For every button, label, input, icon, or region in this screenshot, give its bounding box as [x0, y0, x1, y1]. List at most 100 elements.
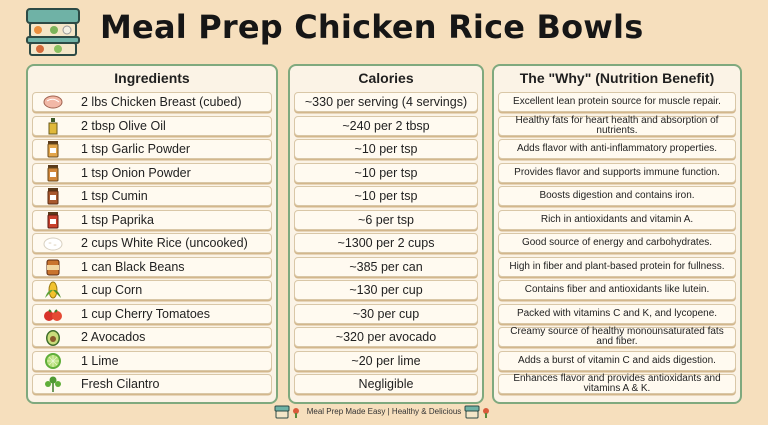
ingredients-panel: Ingredients 2 lbs Chicken Breast (cubed)…: [26, 64, 278, 404]
white-rice-icon: [39, 234, 67, 252]
black-beans-can-icon: [39, 258, 67, 276]
calories-row: ~10 per tsp: [294, 186, 478, 206]
ingredient-label: 2 cups White Rice (uncooked): [81, 236, 248, 250]
ingredient-row: 1 can Black Beans: [32, 256, 272, 277]
ingredient-label: 1 tsp Paprika: [81, 212, 154, 227]
calories-value: ~30 per cup: [352, 306, 420, 321]
ingredient-row: 1 tsp Paprika: [32, 209, 272, 230]
calories-panel: Calories ~330 per serving (4 servings) ~2…: [288, 64, 484, 404]
ingredient-label: 1 can Black Beans: [81, 259, 185, 274]
corn-icon: [39, 281, 67, 299]
ingredient-label: 1 cup Cherry Tomatoes: [81, 306, 210, 321]
ingredient-row: 1 tsp Onion Powder: [32, 162, 272, 183]
benefit-row: Good source of energy and carbohydrates.: [498, 233, 736, 253]
meal-prep-containers-icon: [464, 405, 494, 419]
ingredient-row: 1 tsp Cumin: [32, 186, 272, 206]
ingredient-label: 1 tsp Cumin: [81, 189, 148, 203]
ingredient-label: 2 lbs Chicken Breast (cubed): [81, 95, 242, 109]
ingredient-row: 1 tsp Garlic Powder: [32, 139, 272, 159]
why-panel: The "Why" (Nutrition Benefit) Excellent …: [492, 64, 742, 404]
calories-row: ~20 per lime: [294, 350, 478, 371]
benefit-text: Rich in antioxidants and vitamin A.: [540, 213, 694, 225]
calories-value: ~10 per tsp: [354, 189, 418, 203]
calories-row: ~130 per cup: [294, 280, 478, 300]
calories-list: ~330 per serving (4 servings) ~240 per 2 …: [294, 92, 478, 394]
why-heading: The "Why" (Nutrition Benefit): [519, 70, 715, 86]
benefit-row: High in fiber and plant-based protein fo…: [498, 256, 736, 277]
ingredient-row: 1 cup Corn: [32, 280, 272, 300]
ingredient-label: 1 Lime: [81, 353, 119, 368]
cumin-jar-icon: [39, 187, 67, 205]
lime-icon: [39, 352, 67, 370]
calories-value: ~20 per lime: [351, 353, 421, 368]
calories-heading: Calories: [358, 70, 414, 86]
benefit-row: Provides flavor and supports immune func…: [498, 162, 736, 183]
benefits-list: Excellent lean protein source for muscle…: [498, 92, 736, 394]
calories-row: ~30 per cup: [294, 303, 478, 324]
calories-value: ~10 per tsp: [354, 165, 418, 180]
ingredient-row: 2 tbsp Olive Oil: [32, 115, 272, 136]
benefit-text: Contains fiber and antioxidants like lut…: [524, 284, 710, 295]
ingredient-row: Fresh Cilantro: [32, 374, 272, 394]
ingredient-label: 1 cup Corn: [81, 283, 143, 297]
calories-value: ~330 per serving (4 servings): [304, 95, 468, 109]
footer: Meal Prep Made Easy | Healthy & Deliciou…: [0, 404, 768, 420]
ingredient-label: 2 tbsp Olive Oil: [81, 118, 166, 133]
benefit-text: Enhances flavor and provides antioxidant…: [513, 373, 721, 394]
calories-row: ~240 per 2 tbsp: [294, 115, 478, 136]
benefit-row: Enhances flavor and provides antioxidant…: [498, 374, 736, 394]
benefit-row: Rich in antioxidants and vitamin A.: [498, 209, 736, 230]
benefit-row: Creamy source of healthy monounsaturated…: [498, 327, 736, 347]
calories-row: ~330 per serving (4 servings): [294, 92, 478, 112]
ingredient-row: 2 cups White Rice (uncooked): [32, 233, 272, 253]
ingredient-label: 2 Avocados: [81, 330, 146, 344]
benefit-text: Good source of energy and carbohydrates.: [521, 237, 713, 248]
calories-row: ~6 per tsp: [294, 209, 478, 230]
benefit-text: High in fiber and plant-based protein fo…: [509, 260, 725, 272]
avocado-icon: [39, 328, 67, 346]
calories-value: ~385 per can: [349, 259, 423, 274]
footer-text: Meal Prep Made Easy | Healthy & Deliciou…: [306, 407, 462, 416]
calories-row: ~1300 per 2 cups: [294, 233, 478, 253]
ingredients-list: 2 lbs Chicken Breast (cubed) 2 tbsp Olive…: [32, 92, 272, 394]
ingredient-label: 1 tsp Onion Powder: [81, 165, 191, 180]
calories-value: ~10 per tsp: [354, 142, 418, 156]
meal-prep-containers-icon: [24, 6, 82, 58]
onion-powder-jar-icon: [39, 164, 67, 182]
calories-row: Negligible: [294, 374, 478, 394]
benefit-row: Contains fiber and antioxidants like lut…: [498, 280, 736, 300]
benefit-row: Packed with vitamins C and K, and lycope…: [498, 303, 736, 324]
benefit-row: Excellent lean protein source for muscle…: [498, 92, 736, 112]
calories-row: ~10 per tsp: [294, 162, 478, 183]
calories-row: ~320 per avocado: [294, 327, 478, 347]
chicken-breast-icon: [39, 93, 67, 111]
benefit-text: Provides flavor and supports immune func…: [514, 166, 720, 178]
paprika-jar-icon: [39, 211, 67, 229]
header: Meal Prep Chicken Rice Bowls: [0, 0, 768, 62]
benefit-row: Boosts digestion and contains iron.: [498, 186, 736, 206]
calories-value: ~1300 per 2 cups: [337, 236, 435, 250]
calories-value: ~240 per 2 tbsp: [342, 118, 430, 133]
benefit-text: Healthy fats for heart health and absorp…: [515, 114, 719, 136]
benefit-text: Boosts digestion and contains iron.: [539, 190, 695, 201]
benefit-text: Creamy source of healthy monounsaturated…: [510, 326, 724, 347]
ingredient-label: Fresh Cilantro: [81, 377, 160, 391]
benefit-row: Adds flavor with anti-inflammatory prope…: [498, 139, 736, 159]
benefit-text: Adds a burst of vitamin C and aids diges…: [518, 354, 716, 366]
calories-value: ~130 per cup: [349, 283, 423, 297]
benefit-text: Adds flavor with anti-inflammatory prope…: [516, 143, 718, 154]
cilantro-icon: [39, 375, 67, 393]
cherry-tomatoes-icon: [39, 305, 67, 323]
benefit-row: Adds a burst of vitamin C and aids diges…: [498, 350, 736, 371]
benefit-text: Packed with vitamins C and K, and lycope…: [516, 307, 718, 319]
ingredients-heading: Ingredients: [114, 70, 190, 86]
benefit-text: Excellent lean protein source for muscle…: [513, 96, 721, 107]
calories-value: Negligible: [358, 377, 414, 391]
calories-value: ~320 per avocado: [335, 330, 437, 344]
page-title: Meal Prep Chicken Rice Bowls: [100, 8, 644, 46]
benefit-row: Healthy fats for heart health and absorp…: [498, 114, 736, 136]
olive-oil-icon: [39, 117, 67, 135]
ingredient-row: 2 Avocados: [32, 327, 272, 347]
ingredient-row: 2 lbs Chicken Breast (cubed): [32, 92, 272, 112]
meal-prep-containers-icon: [274, 405, 304, 419]
